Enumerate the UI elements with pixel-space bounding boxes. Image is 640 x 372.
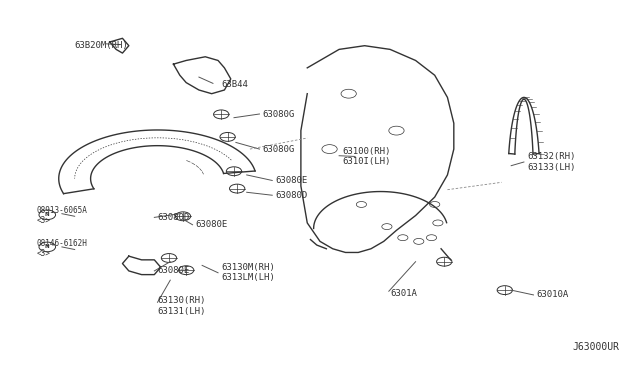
Text: 08146-6162H
<3>: 08146-6162H <3> — [36, 239, 87, 259]
Text: 63080D: 63080D — [157, 213, 189, 222]
Text: 63010A: 63010A — [537, 291, 569, 299]
Text: 63080D: 63080D — [275, 191, 308, 200]
Text: J63000UR: J63000UR — [573, 342, 620, 352]
Text: 08913-6065A
<3>: 08913-6065A <3> — [36, 206, 87, 225]
Text: 63130(RH)
63131(LH): 63130(RH) 63131(LH) — [157, 296, 206, 316]
Text: 63B44: 63B44 — [221, 80, 248, 89]
Text: N: N — [45, 212, 49, 217]
Text: 63080E: 63080E — [157, 266, 189, 275]
Text: 63B20M(RH): 63B20M(RH) — [75, 41, 129, 50]
Text: 63100(RH)
6310I(LH): 63100(RH) 6310I(LH) — [342, 147, 390, 166]
Text: 63080G: 63080G — [262, 145, 295, 154]
Text: N: N — [45, 244, 49, 249]
Text: 63080G: 63080G — [262, 109, 295, 119]
Text: 6301A: 6301A — [390, 289, 417, 298]
Text: 63080E: 63080E — [196, 220, 228, 229]
Text: 63080E: 63080E — [275, 176, 308, 185]
Text: 63132(RH)
63133(LH): 63132(RH) 63133(LH) — [527, 152, 575, 172]
Text: 63130M(RH)
6313LM(LH): 63130M(RH) 6313LM(LH) — [221, 263, 275, 282]
